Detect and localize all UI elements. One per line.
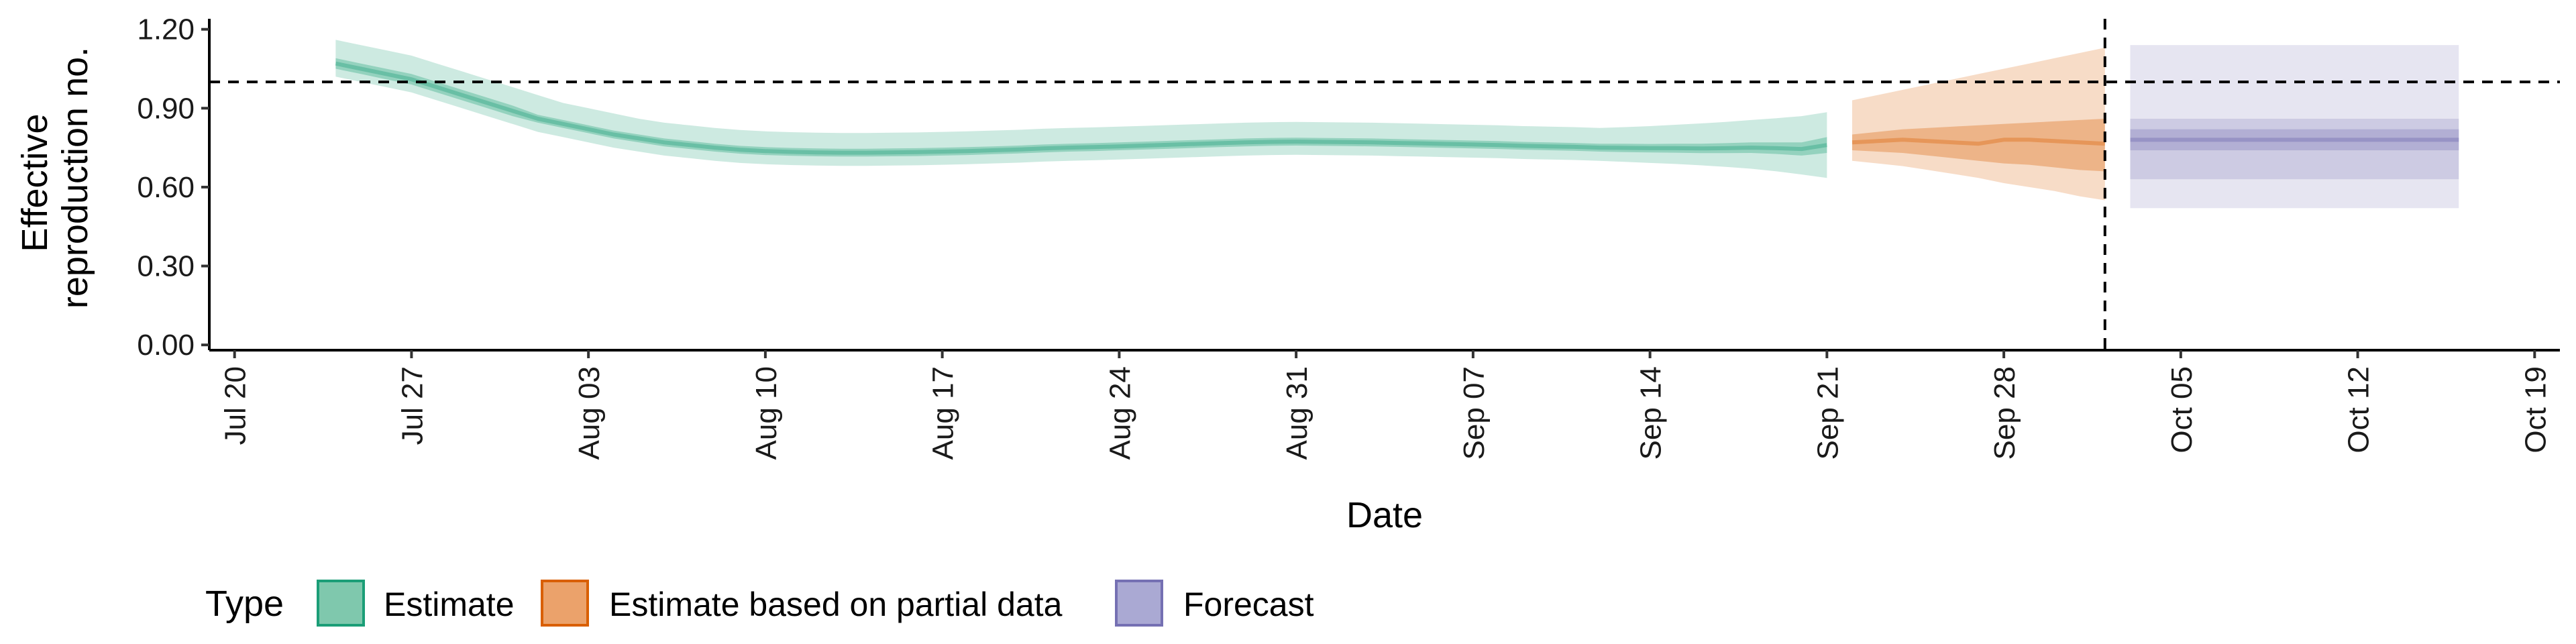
x-tick-label: Sep 21 (1811, 366, 1844, 460)
forecast-band-90 (2130, 45, 2459, 209)
legend: Type Estimate Estimate based on partial … (205, 580, 1314, 627)
partial-band-90 (1852, 48, 2105, 201)
x-tick-label: Sep 14 (1635, 366, 1668, 460)
x-axis: Jul 20 Jul 27 Aug 03 Aug 10 Aug 17 Aug 24 Aug … (209, 349, 2560, 535)
y-axis-title: Effective reproduction no. (15, 47, 95, 309)
y-tick-label: 0.90 (137, 92, 195, 125)
y-tick-label: 0.60 (137, 171, 195, 204)
uncertainty-bands (335, 40, 2459, 209)
x-axis-title: Date (1346, 495, 1423, 535)
legend-label-forecast: Forecast (1183, 586, 1314, 623)
y-axis: 0.00 0.30 0.60 0.90 1.20 Effective reproduct… (15, 13, 211, 362)
forecast-band-75 (2130, 118, 2459, 180)
y-tick-label: 1.20 (137, 13, 195, 46)
estimate-band-90 (335, 40, 1827, 178)
legend-key-estimate (317, 580, 365, 627)
y-ticks: 0.00 0.30 0.60 0.90 1.20 (137, 13, 209, 362)
x-tick-label: Aug 10 (750, 366, 783, 460)
x-ticks: Jul 20 Jul 27 Aug 03 Aug 10 Aug 17 Aug 24 Aug … (219, 350, 2552, 460)
y-tick-label: 0.00 (137, 329, 195, 362)
y-axis-title-line-2: reproduction no. (55, 47, 95, 309)
x-tick-label: Oct 05 (2165, 366, 2198, 453)
legend-key-forecast (1115, 580, 1163, 627)
partial-median-line (1851, 138, 2105, 146)
plot-area (209, 19, 2560, 350)
legend-title: Type (205, 584, 284, 624)
x-tick-label: Sep 07 (1458, 366, 1491, 460)
x-tick-label: Aug 17 (927, 366, 960, 460)
y-tick-label: 0.30 (137, 250, 195, 283)
x-tick-label: Aug 31 (1281, 366, 1313, 460)
x-tick-label: Oct 19 (2519, 366, 2552, 453)
legend-key-partial (541, 580, 589, 627)
x-tick-label: Oct 12 (2343, 366, 2375, 453)
y-axis-title-line-1: Effective (15, 113, 55, 252)
x-tick-label: Jul 20 (219, 366, 252, 445)
forecast-band-50 (2130, 129, 2459, 151)
x-tick-label: Aug 24 (1104, 366, 1136, 460)
x-tick-label: Aug 03 (573, 366, 606, 460)
estimate-median-line (335, 61, 1827, 155)
x-tick-label: Sep 28 (1988, 366, 2021, 460)
median-lines (335, 61, 2459, 155)
legend-label-partial: Estimate based on partial data (609, 586, 1063, 623)
partial-band-50 (1852, 119, 2105, 172)
legend-label-estimate: Estimate (384, 586, 515, 623)
x-tick-label: Jul 27 (396, 366, 429, 445)
estimate-band-50 (335, 58, 1827, 157)
